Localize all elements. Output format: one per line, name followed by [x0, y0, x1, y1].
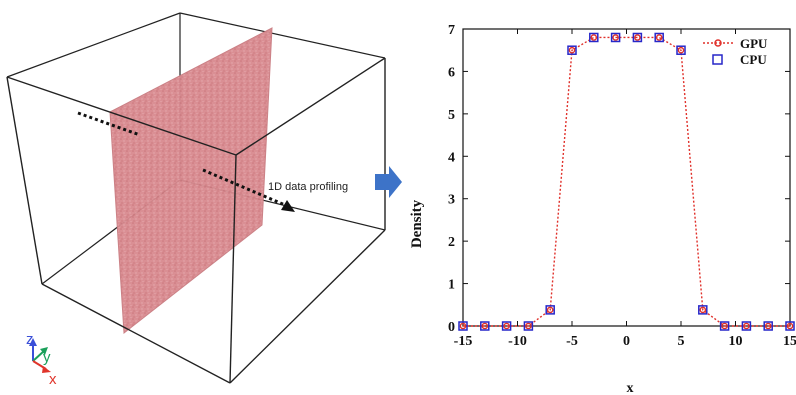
axis-triad: z y x [26, 331, 57, 388]
y-axis: 0 1 2 3 4 5 6 7 [448, 23, 790, 335]
x-axis: -15 -10 -5 0 5 10 15 [454, 29, 796, 349]
gpu-point [459, 322, 467, 330]
density-slab [109, 27, 273, 334]
axis-label-z: z [26, 331, 34, 348]
plot-frame [462, 28, 791, 327]
legend-gpu-label: GPU [740, 36, 768, 51]
y-tick-label: 7 [448, 23, 455, 38]
plot-border [462, 28, 791, 327]
gpu-point [743, 322, 750, 330]
gpu-point [546, 306, 554, 314]
x-tick-label: 15 [783, 334, 796, 349]
gpu-point [612, 34, 619, 41]
legend-gpu-marker [714, 39, 722, 47]
cpu-point [676, 45, 686, 55]
y-tick-label: 1 [448, 278, 455, 293]
gpu-point [481, 322, 489, 330]
gpu-point [786, 322, 794, 330]
y-tick-label: 4 [448, 150, 455, 165]
legend-cpu-label: CPU [740, 52, 767, 67]
cpu-point [610, 32, 621, 43]
legend-cpu-marker [712, 54, 723, 65]
x-axis-label: x [627, 381, 634, 395]
x-tick-label: -15 [454, 334, 473, 349]
cpu-point [698, 305, 708, 315]
x-tick-label: 5 [678, 334, 685, 349]
y-axis-label: Density [409, 199, 425, 248]
legend: GPU CPU [703, 36, 768, 67]
y-tick-label: 0 [448, 320, 455, 335]
cpu-point [480, 321, 490, 331]
series-gpu [459, 34, 794, 330]
gpu-point [503, 322, 510, 330]
profiling-annotation: 1D data profiling [268, 181, 348, 193]
cpu-point [458, 321, 468, 331]
y-tick-label: 6 [448, 65, 455, 80]
y-tick-label: 5 [448, 108, 455, 123]
cpu-point [501, 321, 512, 331]
cpu-point [654, 32, 664, 43]
x-tick-label: 10 [729, 334, 743, 349]
cpu-point [545, 305, 555, 315]
gpu-point [525, 322, 532, 330]
box-front-edges [6, 57, 386, 384]
axis-label-y: y [43, 349, 51, 366]
gpu-point [721, 322, 728, 330]
cpu-point [719, 321, 730, 331]
y-tick-label: 3 [448, 193, 455, 208]
cpu-point [741, 321, 752, 331]
gpu-point [699, 306, 707, 314]
gpu-point [568, 46, 576, 54]
transition-arrow [375, 166, 402, 198]
cpu-point [632, 32, 643, 43]
series-cpu [458, 32, 795, 331]
density-chart: 0 1 2 3 4 5 6 7 -15 -10 -5 0 5 10 15 Density x GPU CP… [409, 23, 796, 395]
profiling-arrow [77, 111, 295, 212]
x-tick-label: -5 [566, 334, 578, 349]
gpu-point [677, 46, 685, 54]
gpu-point [655, 34, 663, 41]
x-tick-label: 0 [623, 334, 630, 349]
y-tick-label: 2 [448, 235, 455, 250]
gpu-point [590, 34, 598, 41]
cpu-point [763, 321, 773, 331]
cpu-point [589, 32, 599, 43]
cpu-point [523, 321, 534, 331]
gpu-line [463, 36, 790, 327]
gpu-point [634, 34, 641, 41]
cpu-point [567, 45, 577, 55]
simulation-box-panel: 1D data profiling z y x [6, 12, 386, 388]
x-tick-label: -10 [508, 334, 527, 349]
cpu-point [785, 321, 795, 331]
gpu-point [764, 322, 772, 330]
axis-label-x: x [49, 371, 57, 388]
